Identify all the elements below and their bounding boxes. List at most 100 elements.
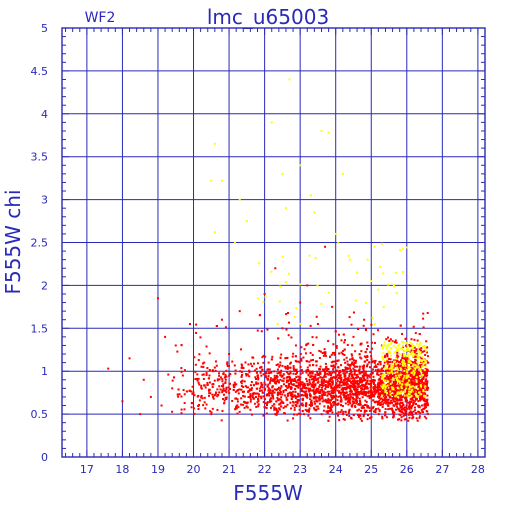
- data-point: [270, 397, 273, 400]
- data-point: [388, 339, 391, 342]
- data-point: [401, 410, 404, 413]
- data-point: [400, 395, 403, 398]
- data-point: [413, 372, 416, 375]
- data-point: [393, 385, 396, 388]
- data-point: [279, 361, 282, 364]
- data-point: [406, 353, 409, 356]
- data-point: [417, 386, 420, 389]
- data-point: [354, 391, 357, 394]
- data-point: [409, 361, 412, 364]
- data-point: [259, 366, 262, 369]
- data-point: [353, 370, 356, 373]
- data-point: [278, 372, 281, 375]
- data-point: [266, 385, 269, 388]
- data-point: [359, 403, 362, 406]
- data-point: [320, 413, 323, 416]
- data-point: [414, 349, 417, 352]
- data-point: [426, 355, 429, 358]
- data-point: [263, 381, 266, 384]
- data-point: [353, 405, 356, 408]
- data-point: [330, 361, 333, 364]
- data-point: [304, 392, 307, 395]
- data-point: [384, 366, 387, 369]
- data-point: [347, 394, 350, 397]
- data-point: [342, 393, 345, 396]
- data-point: [393, 360, 396, 363]
- data-point: [292, 366, 295, 369]
- data-point: [387, 350, 390, 353]
- data-point: [425, 371, 428, 374]
- data-point: [400, 390, 403, 393]
- data-point: [262, 300, 265, 303]
- data-point: [416, 419, 419, 422]
- data-point: [324, 245, 327, 248]
- data-point: [276, 372, 279, 375]
- data-point: [289, 370, 292, 373]
- data-point: [294, 344, 297, 347]
- data-point: [395, 363, 398, 366]
- data-point: [427, 386, 430, 389]
- data-point: [238, 388, 241, 391]
- data-point: [414, 372, 417, 375]
- data-point: [348, 400, 351, 403]
- data-point: [296, 399, 299, 402]
- data-point: [350, 416, 353, 419]
- data-point: [208, 381, 211, 384]
- data-point: [305, 403, 308, 406]
- data-point: [402, 372, 405, 375]
- data-point: [271, 389, 274, 392]
- data-point: [366, 395, 369, 398]
- data-point: [327, 383, 330, 386]
- data-point: [420, 364, 423, 367]
- data-point: [419, 375, 422, 378]
- data-point: [360, 380, 363, 383]
- data-point: [294, 395, 297, 398]
- data-point: [309, 194, 312, 197]
- data-point: [218, 385, 221, 388]
- data-point: [294, 388, 297, 391]
- data-point: [259, 395, 262, 398]
- data-point: [193, 394, 196, 397]
- data-point: [365, 365, 368, 368]
- data-point: [309, 387, 312, 390]
- data-point: [396, 399, 399, 402]
- data-point: [365, 409, 368, 412]
- data-point: [348, 316, 351, 319]
- data-point: [402, 367, 405, 370]
- data-point: [273, 370, 276, 373]
- data-point: [334, 395, 337, 398]
- data-point: [293, 378, 296, 381]
- data-point: [424, 354, 427, 357]
- data-point: [267, 387, 270, 390]
- data-point: [271, 379, 274, 382]
- data-point: [335, 382, 338, 385]
- data-point: [408, 383, 411, 386]
- data-point: [408, 370, 411, 373]
- data-point: [397, 365, 400, 368]
- data-point: [319, 365, 322, 368]
- data-point: [321, 376, 324, 379]
- x-tick-labels: 17 18 19 20 21 22 23 24 25 26 27 28: [80, 463, 485, 476]
- data-point: [315, 399, 318, 402]
- data-point: [384, 388, 387, 391]
- data-point: [331, 411, 334, 414]
- data-point: [368, 390, 371, 393]
- data-point: [392, 376, 395, 379]
- data-point: [289, 380, 292, 383]
- data-point: [349, 402, 352, 405]
- data-point: [312, 343, 315, 346]
- data-point: [233, 364, 236, 367]
- data-point: [363, 372, 366, 375]
- data-point: [362, 391, 365, 394]
- data-point: [314, 402, 317, 405]
- data-point: [366, 341, 369, 344]
- data-point: [310, 359, 313, 362]
- data-point: [224, 389, 227, 392]
- data-point: [378, 393, 381, 396]
- data-point: [273, 403, 276, 406]
- data-point: [336, 374, 339, 377]
- data-point: [191, 385, 194, 388]
- data-point: [357, 369, 360, 372]
- data-point: [419, 369, 422, 372]
- data-point: [413, 400, 416, 403]
